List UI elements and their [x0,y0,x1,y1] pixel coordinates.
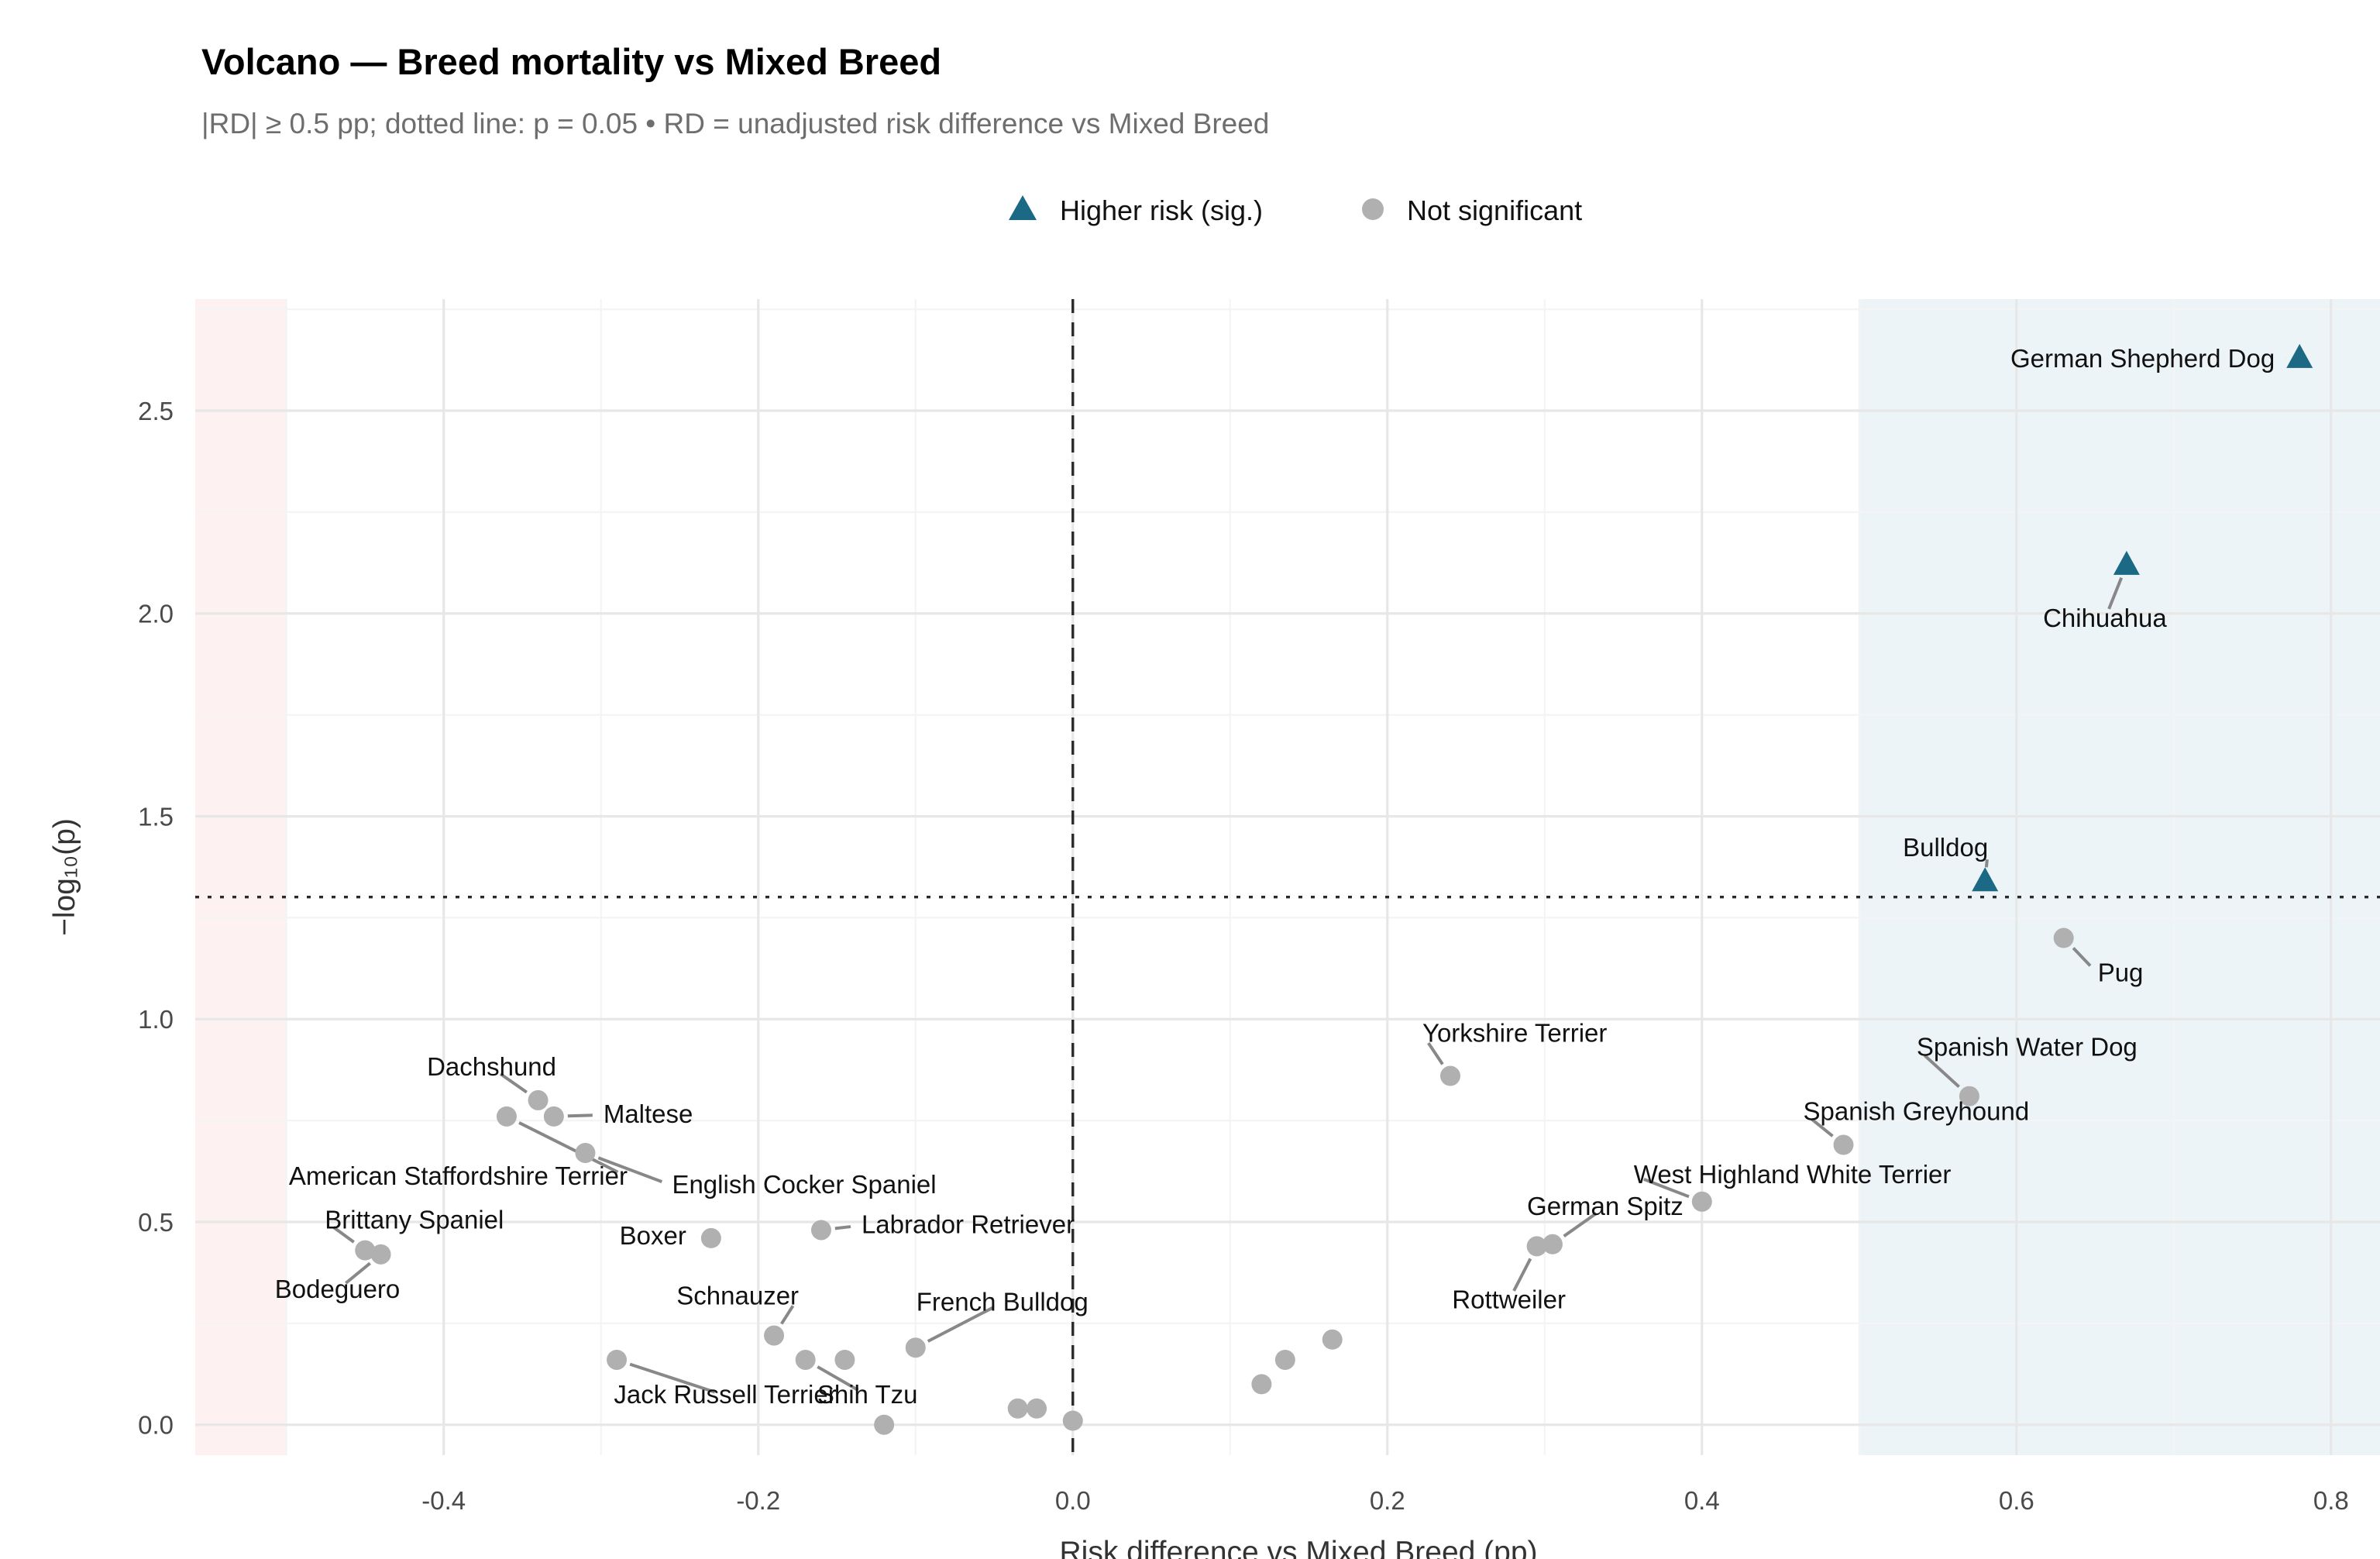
label-leader-line [1563,1212,1598,1238]
point-label-west-highland-white-terrier: West Highland White Terrier [1634,1160,1952,1189]
x-tick-label: 0.4 [1684,1486,1720,1515]
data-point-chihuahua [2113,550,2140,575]
data-point-german-spitz [1542,1234,1563,1254]
data-point-bulldog [1972,867,1999,892]
data-point-american-staffordshire-terrier [496,1106,517,1127]
label-leader-line [1427,1042,1444,1065]
data-point-unlabeled [1027,1398,1047,1419]
x-tick-label: 0.6 [1999,1486,2034,1515]
point-label-bulldog: Bulldog [1903,833,1988,862]
data-point-rottweiler [1526,1236,1547,1257]
y-tick-label: 0.0 [138,1411,174,1440]
data-point-boxer [700,1227,721,1248]
label-leader-line [834,1225,851,1230]
legend-triangle-icon [1009,195,1037,220]
data-point-spanish-greyhound [1833,1134,1854,1155]
point-label-american-staffordshire-terrier: American Staffordshire Terrier [289,1162,628,1190]
point-label-brittany-spaniel: Brittany Spaniel [325,1206,504,1234]
effect-band-right [1859,299,2380,1455]
x-tick-label: 0.0 [1055,1486,1091,1515]
data-point-bodeguero [370,1244,391,1265]
point-label-pug: Pug [2098,958,2144,987]
point-label-schnauzer: Schnauzer [676,1282,799,1310]
effect-band-left [195,299,287,1455]
point-label-shih-tzu: Shih Tzu [817,1380,918,1409]
label-leader-line [817,1365,859,1392]
label-leader-line [1923,1054,1960,1089]
label-leader-line [567,1113,593,1118]
label-leader-line [1984,859,1989,868]
label-leader-line [332,1226,355,1244]
x-tick-label: 0.8 [2313,1486,2349,1515]
data-point-spanish-water-dog [1959,1086,1979,1106]
data-point-french-bulldog [905,1337,926,1358]
plot-panel: -0.4 -0.2 0.0 0.2 0.4 0.6 0.8 0.0 0.5 1.0 1.5 2.0 2.… [138,299,2380,1515]
chart-title: Volcano — Breed mortality vs Mixed Breed [201,41,941,82]
data-point-english-cocker-spaniel [575,1142,596,1163]
data-point-yorkshire-terrier [1439,1065,1460,1086]
data-point-jack-russell-terrier [607,1349,628,1370]
data-point-schnauzer [764,1325,785,1346]
point-label-jack-russell-terrier: Jack Russell Terrier [614,1380,836,1409]
label-leader-line [629,1362,716,1394]
legend-item-not-significant: Not significant [1407,194,1582,226]
legend-circle-icon [1362,198,1384,220]
point-label-german-spitz: German Spitz [1527,1192,1684,1220]
legend-item-higher-risk: Higher risk (sig.) [1060,194,1263,226]
x-tick-label: -0.2 [736,1486,780,1515]
x-tick-label: 0.2 [1370,1486,1405,1515]
data-point-shih-tzu [795,1349,816,1370]
point-label-yorkshire-terrier: Yorkshire Terrier [1422,1019,1607,1048]
legend: Higher risk (sig.) Not significant [1009,194,1582,226]
label-leader-line [518,1121,619,1174]
data-point-west-highland-white-terrier [1691,1191,1712,1212]
y-tick-label: 2.0 [138,600,174,628]
label-leader-line [1811,1117,1834,1137]
y-tick-label: 1.5 [138,802,174,831]
data-point-unlabeled [1251,1374,1272,1395]
data-point-german-shepherd-dog [2286,343,2313,368]
label-leader-line [1512,1258,1532,1292]
point-label-german-shepherd-dog: German Shepherd Dog [2010,344,2275,373]
data-point-pug [2053,927,2074,948]
label-leader-line [597,1156,663,1183]
label-leader-line [780,1305,795,1325]
point-label-english-cocker-spaniel: English Cocker Spaniel [672,1170,936,1199]
y-tick-label: 2.5 [138,397,174,425]
point-label-spanish-greyhound: Spanish Greyhound [1803,1097,2029,1126]
point-label-dachshund: Dachshund [427,1052,556,1081]
data-point-unlabeled [874,1414,895,1435]
volcano-plot-figure: Volcano — Breed mortality vs Mixed Breed… [31,12,2380,1559]
y-tick-label: 1.0 [138,1005,174,1034]
data-point-unlabeled [1007,1398,1028,1419]
point-label-chihuahua: Chihuahua [2043,604,2167,632]
label-leader-line [2107,576,2124,610]
data-point-unlabeled [1062,1410,1083,1431]
chart-subtitle: |RD| ≥ 0.5 pp; dotted line: p = 0.05 • R… [201,108,1269,139]
volcano-plot-canvas: Volcano — Breed mortality vs Mixed Breed… [48,41,2380,1559]
data-point-unlabeled [1274,1349,1295,1370]
label-leader-line [1643,1177,1690,1199]
point-label-spanish-water-dog: Spanish Water Dog [1917,1033,2138,1062]
label-leader-line [499,1072,528,1094]
data-point-maltese [543,1106,564,1127]
data-point-brittany-spaniel [355,1240,376,1261]
x-tick-label: -0.4 [421,1486,466,1515]
y-axis-title: −log₁₀(p) [48,818,81,936]
label-leader-line [345,1261,371,1285]
point-label-boxer: Boxer [620,1221,686,1250]
label-leader-line [2072,947,2092,967]
data-point-dachshund [528,1089,549,1110]
point-label-bodeguero: Bodeguero [275,1275,400,1303]
x-axis-title: Risk difference vs Mixed Breed (pp) [1059,1536,1537,1559]
data-point-unlabeled [834,1349,855,1370]
point-label-labrador-retriever: Labrador Retriever [862,1210,1075,1238]
label-leader-line [927,1306,994,1343]
y-tick-label: 0.5 [138,1208,174,1237]
data-point-unlabeled [1322,1329,1343,1350]
point-label-rottweiler: Rottweiler [1452,1285,1566,1313]
data-point-labrador-retriever [810,1220,831,1241]
point-label-maltese: Maltese [604,1100,693,1128]
point-label-french-bulldog: French Bulldog [917,1287,1089,1316]
